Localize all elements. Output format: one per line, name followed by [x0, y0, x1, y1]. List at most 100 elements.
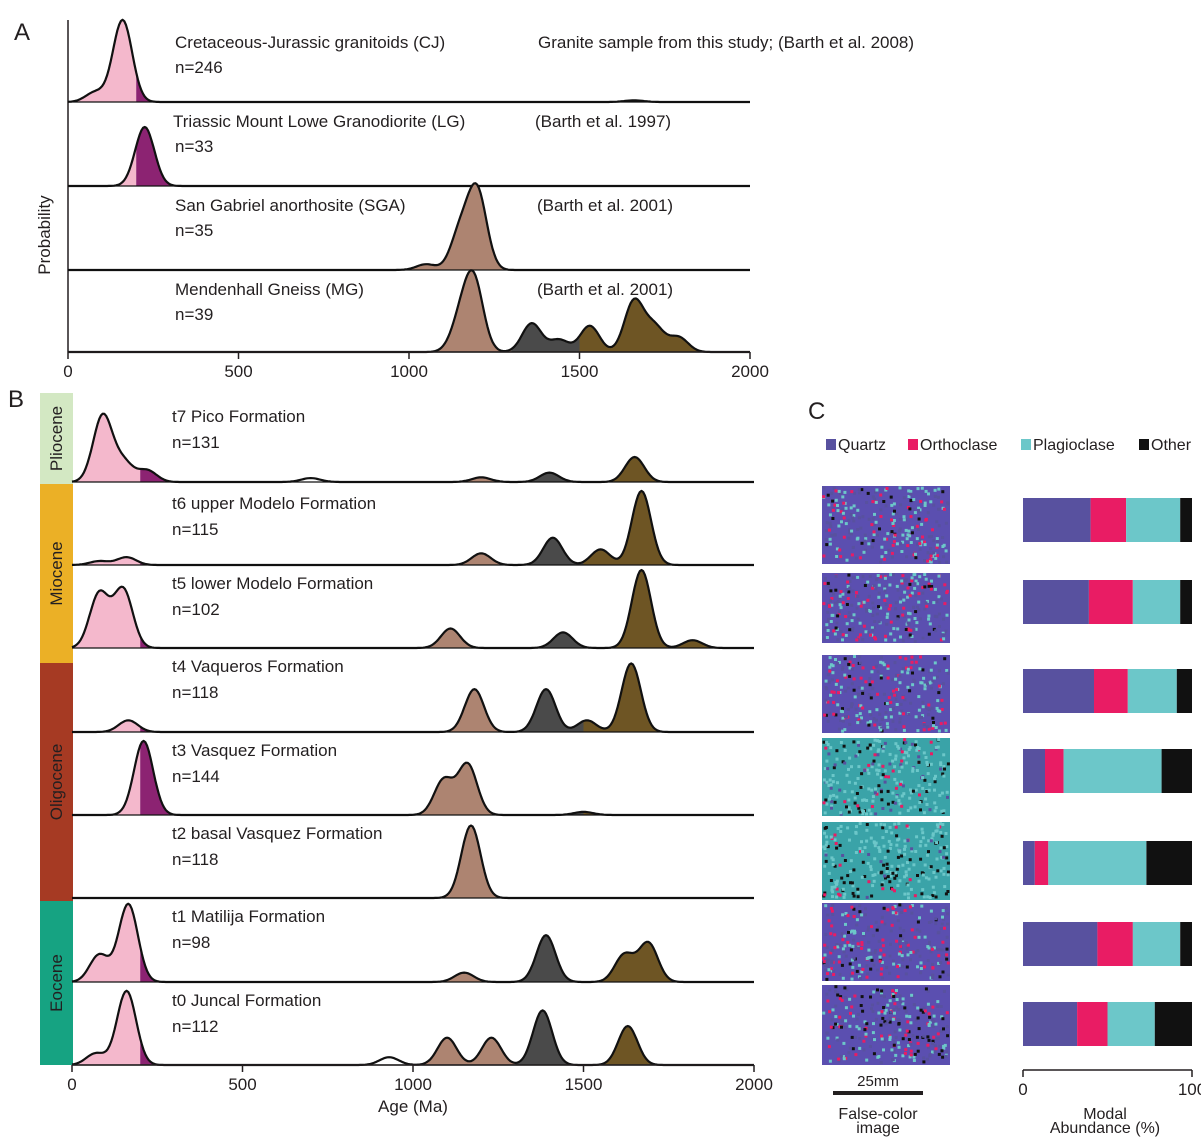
- image-grain: [889, 495, 893, 499]
- image-grain: [910, 526, 914, 530]
- image-grain: [917, 784, 921, 788]
- image-grain: [903, 579, 907, 583]
- image-grain: [852, 956, 856, 960]
- image-grain: [937, 574, 941, 578]
- image-grain: [908, 1055, 912, 1059]
- image-grain: [914, 740, 918, 744]
- image-grain: [896, 615, 900, 619]
- image-grain: [828, 797, 831, 801]
- image-grain: [873, 791, 877, 795]
- abundance-segment-other: [1161, 749, 1192, 793]
- image-grain: [839, 555, 843, 559]
- image-grain: [822, 495, 826, 499]
- image-grain: [938, 689, 942, 693]
- image-grain: [933, 1050, 937, 1053]
- image-grain: [848, 756, 852, 760]
- image-grain: [899, 600, 902, 604]
- image-grain: [843, 892, 847, 896]
- image-grain: [831, 506, 835, 510]
- image-grain: [825, 740, 829, 744]
- image-grain: [901, 639, 905, 643]
- image-grain: [931, 1050, 934, 1054]
- image-grain: [874, 823, 878, 827]
- image-grain: [883, 922, 887, 926]
- age-bin-fill: [72, 586, 141, 648]
- image-grain: [940, 809, 944, 813]
- image-grain: [929, 535, 933, 538]
- image-grain: [900, 550, 904, 553]
- image-grain: [876, 1001, 880, 1005]
- image-grain: [923, 778, 927, 782]
- image-grain: [928, 808, 932, 812]
- epoch-label: Eocene: [47, 954, 66, 1012]
- image-grain: [936, 1032, 940, 1036]
- image-grain: [861, 706, 865, 710]
- image-grain: [945, 560, 949, 564]
- image-grain: [832, 973, 836, 976]
- image-grain: [895, 939, 899, 943]
- image-grain: [888, 762, 892, 766]
- image-grain: [905, 946, 909, 950]
- image-grain: [851, 576, 855, 580]
- image-grain: [877, 595, 881, 599]
- image-grain: [945, 953, 949, 957]
- image-grain: [871, 799, 875, 803]
- image-grain: [893, 509, 896, 513]
- image-grain: [852, 677, 856, 681]
- image-grain: [849, 513, 853, 517]
- image-grain: [920, 827, 924, 831]
- image-grain: [875, 718, 878, 722]
- image-grain: [846, 686, 850, 690]
- image-grain: [893, 904, 897, 908]
- image-grain: [843, 859, 847, 862]
- image-grain: [873, 857, 877, 861]
- image-grain: [833, 838, 837, 842]
- image-grain: [887, 775, 891, 779]
- image-grain: [840, 1019, 844, 1023]
- image-grain: [850, 553, 854, 557]
- image-grain: [894, 742, 898, 746]
- image-grain: [857, 946, 860, 950]
- image-grain: [885, 965, 889, 969]
- image-grain: [890, 503, 894, 507]
- image-grain: [929, 920, 933, 924]
- image-grain: [856, 721, 860, 725]
- image-grain: [939, 763, 943, 766]
- image-grain: [927, 877, 931, 881]
- image-grain: [942, 765, 946, 768]
- image-grain: [838, 603, 842, 607]
- image-grain: [872, 523, 876, 527]
- image-grain: [842, 950, 846, 954]
- image-grain: [910, 847, 914, 851]
- image-grain: [840, 876, 844, 880]
- image-grain: [892, 573, 895, 577]
- image-grain: [855, 714, 859, 718]
- image-grain: [847, 611, 851, 615]
- image-grain: [914, 579, 918, 583]
- age-bin-fill: [413, 477, 516, 482]
- image-grain: [827, 919, 831, 923]
- image-grain: [889, 620, 893, 624]
- image-grain: [891, 800, 895, 804]
- image-grain: [931, 833, 935, 837]
- image-grain: [830, 690, 834, 694]
- image-grain: [883, 823, 886, 827]
- image-grain: [900, 709, 904, 713]
- age-bin-fill: [68, 19, 137, 102]
- image-grain: [891, 769, 895, 773]
- image-grain: [896, 884, 900, 888]
- image-grain: [912, 628, 916, 632]
- image-grain: [830, 678, 834, 682]
- image-grain: [834, 1015, 838, 1019]
- image-grain: [839, 824, 843, 828]
- image-grain: [931, 679, 935, 683]
- image-grain: [909, 492, 913, 496]
- image-grain: [835, 846, 839, 850]
- image-grain: [828, 778, 832, 782]
- image-grain: [903, 1051, 907, 1055]
- image-grain: [906, 685, 910, 689]
- image-grain: [898, 711, 902, 715]
- image-grain: [891, 706, 895, 710]
- image-grain: [926, 511, 930, 515]
